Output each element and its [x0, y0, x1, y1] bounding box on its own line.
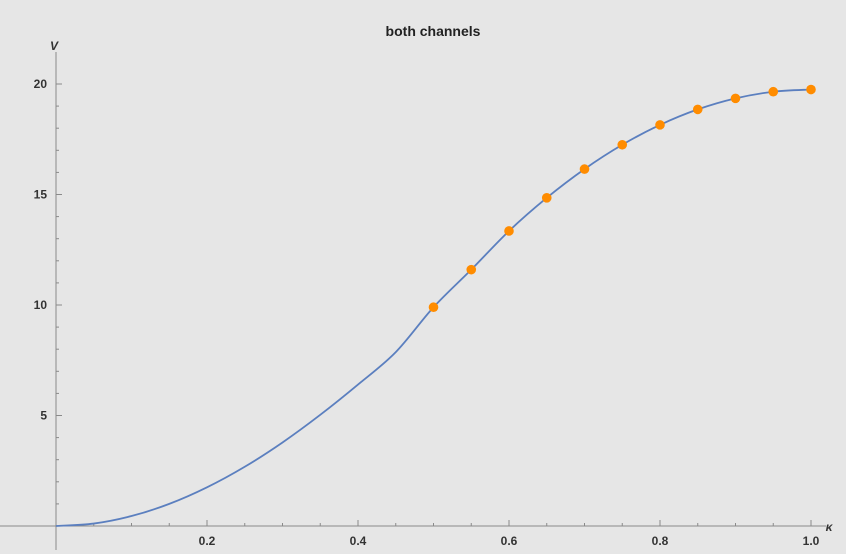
points-layer	[428, 84, 816, 313]
data-point	[504, 226, 514, 236]
data-point	[768, 86, 779, 97]
y-tick-label: 15	[34, 188, 48, 202]
y-tick-label: 10	[34, 298, 48, 312]
data-point	[617, 139, 628, 150]
x-tick-label: 0.4	[350, 534, 367, 548]
y-axis-label: V	[50, 39, 59, 53]
data-point	[428, 302, 439, 313]
x-axis-label: κ	[826, 520, 834, 534]
data-point	[730, 93, 741, 104]
y-tick-label: 20	[34, 77, 48, 91]
data-point	[579, 164, 590, 174]
x-tick-label: 0.2	[199, 534, 216, 548]
data-point	[806, 84, 816, 95]
y-tick-label: 5	[40, 409, 47, 423]
data-point	[466, 264, 477, 275]
data-point	[655, 120, 665, 130]
axes: 0.2 0.4 0.6 0.8 1.0 5 10 15 20	[0, 52, 826, 550]
x-tick-label: 0.8	[652, 534, 669, 548]
x-tick-label: 0.6	[501, 534, 518, 548]
x-tick-label: 1.0	[803, 534, 820, 548]
chart-title: both channels	[386, 23, 481, 39]
data-point	[541, 193, 552, 203]
data-point	[692, 104, 703, 115]
